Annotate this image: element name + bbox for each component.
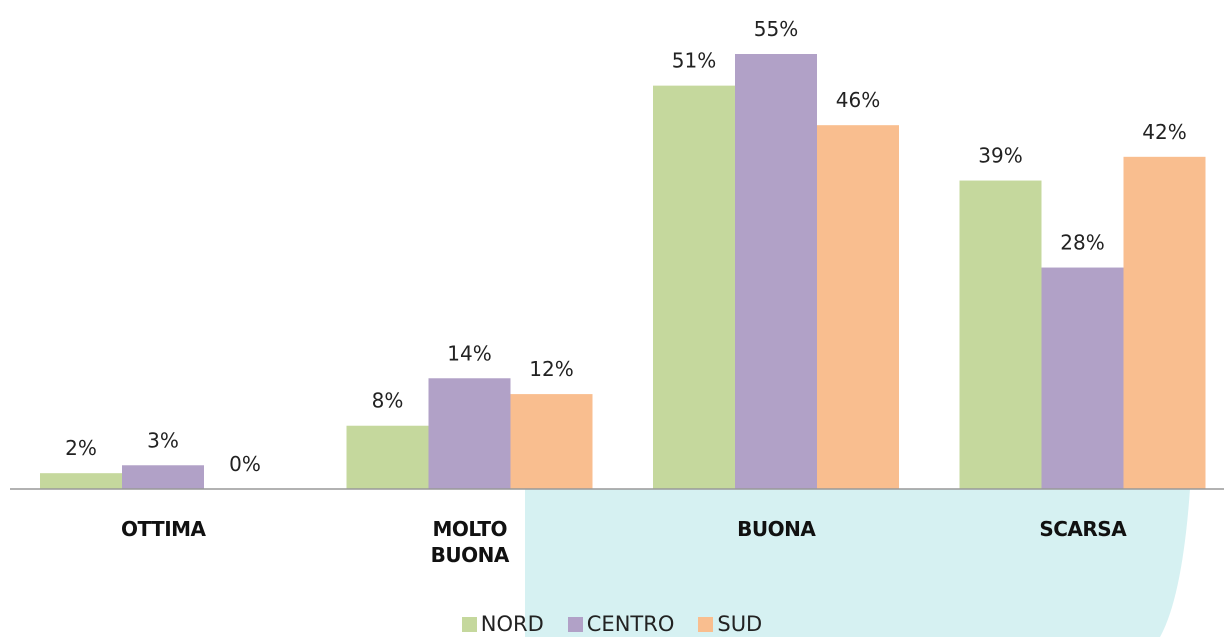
bar — [40, 473, 122, 489]
value-label: 46% — [836, 88, 880, 112]
legend-label: CENTRO — [586, 612, 675, 636]
value-label: 28% — [1060, 231, 1104, 255]
category-label: BUONA — [737, 517, 816, 541]
value-label: 8% — [372, 389, 404, 413]
legend: NORD CENTRO SUD — [0, 612, 1224, 636]
legend-label: NORD — [480, 612, 544, 636]
legend-swatch — [698, 616, 714, 632]
value-label: 0% — [229, 452, 261, 476]
bar — [428, 378, 511, 489]
bar — [959, 180, 1042, 489]
legend-item: CENTRO — [567, 612, 675, 636]
bar — [653, 85, 735, 490]
category-label: SCARSA — [1039, 517, 1127, 541]
category-label: MOLTO BUONA — [430, 517, 510, 567]
bar — [735, 54, 817, 489]
value-label: 3% — [147, 428, 179, 452]
value-label: 42% — [1142, 120, 1186, 144]
category-label: OTTIMA — [120, 517, 206, 541]
value-label: 39% — [978, 144, 1022, 168]
value-label: 2% — [65, 436, 97, 460]
legend-item: NORD — [461, 612, 544, 636]
legend-swatch — [461, 616, 477, 632]
bar — [817, 125, 899, 489]
bar — [346, 425, 429, 489]
legend-item: SUD — [698, 612, 762, 636]
legend-label: SUD — [717, 612, 763, 636]
bar — [122, 465, 204, 489]
bar — [1123, 156, 1206, 489]
value-label: 51% — [672, 49, 716, 73]
legend-swatch — [567, 616, 583, 632]
value-label: 14% — [447, 341, 491, 365]
background-decoration — [525, 489, 1190, 637]
bar — [1041, 267, 1124, 489]
value-label: 55% — [754, 17, 798, 41]
value-label: 12% — [529, 357, 573, 381]
bar — [510, 394, 593, 489]
